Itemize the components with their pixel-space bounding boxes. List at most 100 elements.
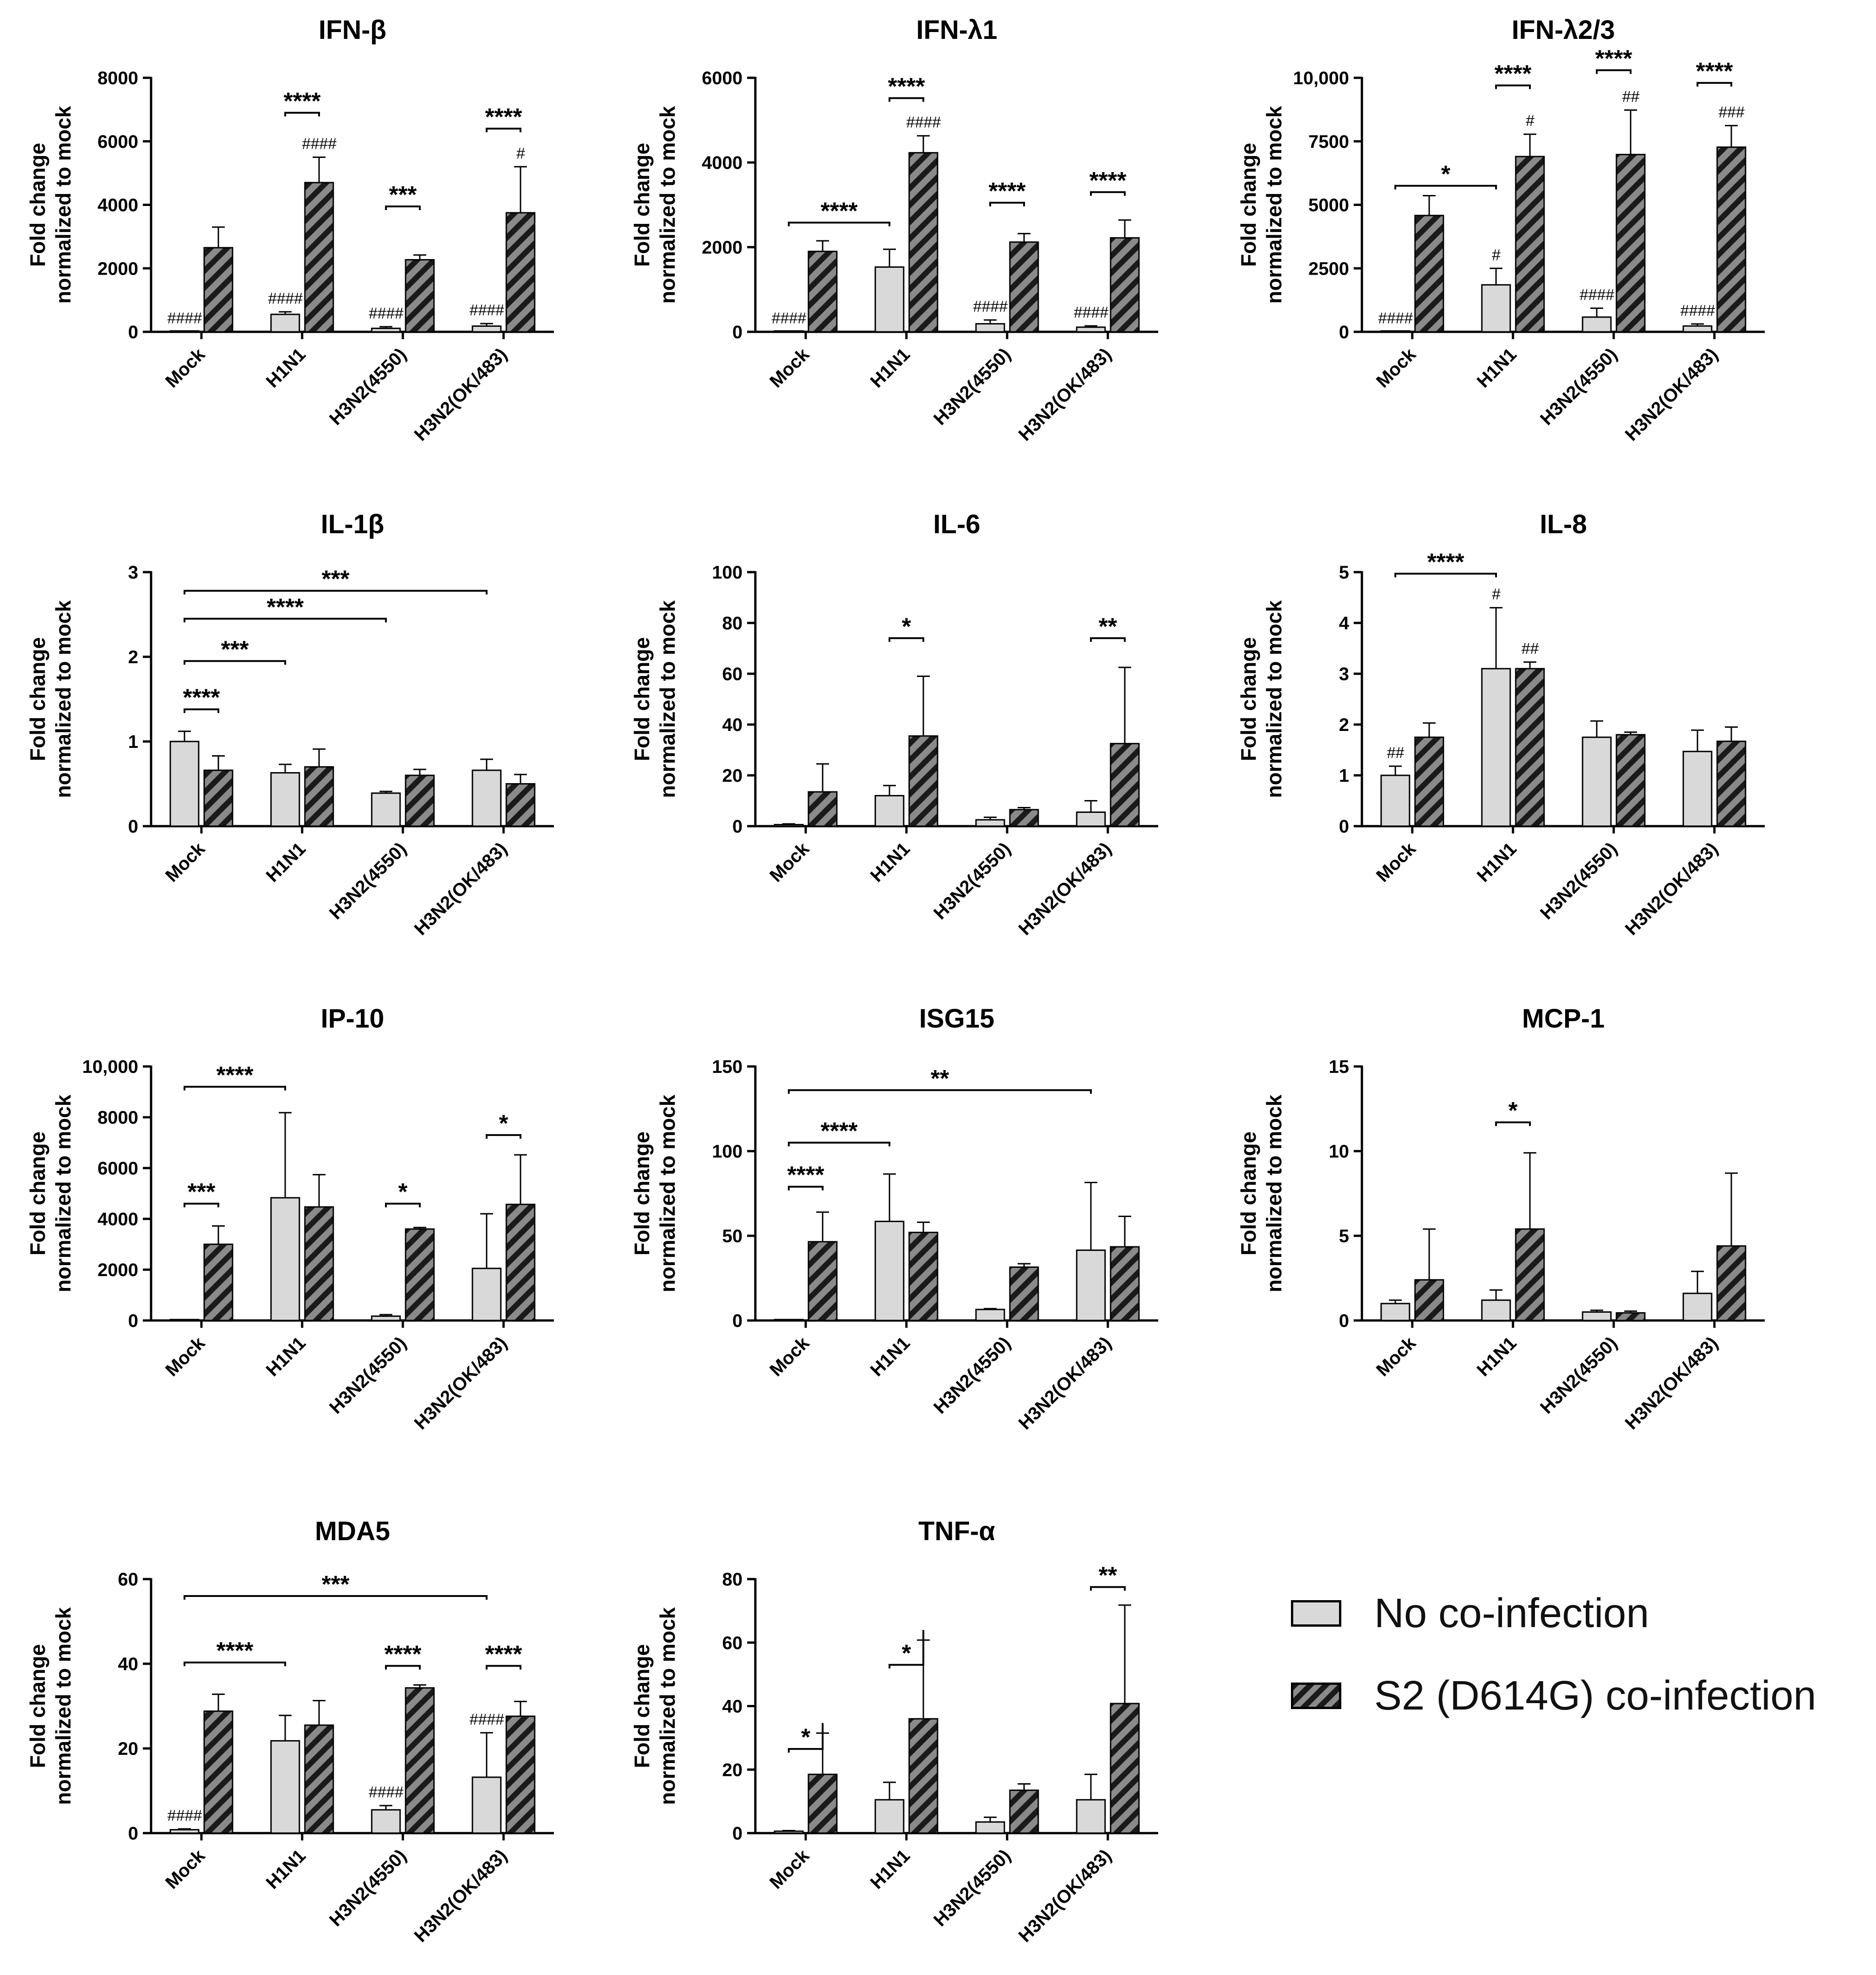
bar-s2-coinfection xyxy=(304,182,334,333)
bar-s2-coinfection xyxy=(405,1687,435,1834)
bar-s2-coinfection xyxy=(1110,1703,1140,1834)
y-axis-label: Fold change normalized to mock xyxy=(26,600,75,798)
y-tick-label: 4000 xyxy=(702,153,743,173)
y-axis-label-line: Fold change xyxy=(26,637,49,761)
bar-s2-coinfection xyxy=(908,1232,938,1321)
significance-bracket xyxy=(788,1142,890,1147)
bar-no-coinfection xyxy=(270,1740,300,1834)
x-tick-label: H3N2(OK/483) xyxy=(1015,1333,1116,1434)
bar-no-coinfection xyxy=(1076,811,1106,827)
y-axis-label: Fold change normalized to mock xyxy=(630,1094,679,1292)
hash-marker: ## xyxy=(1622,88,1640,105)
bar-s2-coinfection xyxy=(808,791,838,827)
y-tick-label: 80 xyxy=(722,1569,743,1590)
y-tick-label: 5 xyxy=(1339,1226,1349,1246)
legend: No co-infection S2 (D614G) co-infection xyxy=(1291,1575,1868,1739)
x-tick-label: H3N2(OK/483) xyxy=(411,839,511,939)
y-tick-label: 0 xyxy=(1339,817,1349,837)
significance-label: * xyxy=(902,1640,911,1667)
chart-panel: IFN-λ1 Fold change normalized to mock 0 2000… xyxy=(630,15,1158,445)
y-axis-label-line: Fold change xyxy=(26,143,49,267)
y-axis-label-line: Fold change xyxy=(630,637,654,761)
bar-s2-coinfection xyxy=(203,1244,233,1321)
chart-title: MDA5 xyxy=(315,1516,390,1546)
bar-no-coinfection xyxy=(1682,325,1713,333)
significance-label: **** xyxy=(217,1638,254,1664)
bar-no-coinfection xyxy=(1380,1303,1410,1321)
y-axis-label-line: normalized to mock xyxy=(1262,106,1286,303)
x-tick-label: Mock xyxy=(766,839,813,886)
y-tick-label: 6000 xyxy=(98,1158,138,1179)
bar-s2-coinfection xyxy=(304,1724,334,1834)
x-tick-label: H3N2(OK/483) xyxy=(411,344,511,445)
significance-bracket xyxy=(184,660,286,665)
legend-label: No co-infection xyxy=(1374,1590,1649,1636)
y-tick-label: 8000 xyxy=(98,1108,138,1128)
hash-marker: ## xyxy=(1387,744,1404,762)
significance-bracket xyxy=(486,1665,521,1670)
significance-label: * xyxy=(1441,161,1451,188)
significance-label: **** xyxy=(787,1162,825,1189)
y-tick-label: 2 xyxy=(1339,715,1349,735)
x-tick-label: H3N2(4550) xyxy=(930,839,1014,923)
y-axis-label-line: normalized to mock xyxy=(656,600,679,798)
significance-label: *** xyxy=(188,1179,216,1206)
y-axis-label-line: Fold change xyxy=(1236,637,1260,761)
y-tick-label: 1 xyxy=(1339,766,1349,786)
legend-swatch-hatched xyxy=(1291,1683,1341,1709)
bar-s2-coinfection xyxy=(1716,1245,1746,1321)
hash-marker: # xyxy=(1526,112,1535,130)
y-axis-label-line: Fold change xyxy=(630,1644,654,1768)
significance-label: *** xyxy=(389,182,417,208)
y-tick-label: 1 xyxy=(128,732,138,752)
x-tick-label: H3N2(OK/483) xyxy=(411,1333,511,1434)
chart-panel: IL-1β Fold change normalized to mock 0 1 2 3 Mo… xyxy=(26,509,554,939)
significance-bracket xyxy=(284,112,320,117)
x-tick-label: H3N2(OK/483) xyxy=(411,1845,511,1946)
y-tick-label: 0 xyxy=(732,322,743,342)
y-axis-label-line: normalized to mock xyxy=(51,600,75,798)
significance-bracket xyxy=(184,708,219,713)
x-tick-label: Mock xyxy=(162,1333,209,1380)
significance-bracket xyxy=(1697,82,1732,87)
bar-no-coinfection xyxy=(371,792,401,827)
x-tick-label: H1N1 xyxy=(867,839,914,886)
bar-s2-coinfection xyxy=(1110,237,1140,333)
hash-marker: #### xyxy=(1579,286,1615,303)
hash-marker: #### xyxy=(167,310,202,327)
bar-no-coinfection xyxy=(270,1197,300,1321)
y-tick-label: 0 xyxy=(128,322,138,342)
chart-panel: TNF-α Fold change normalized to mock 0 20 40 6… xyxy=(630,1516,1158,1946)
y-tick-label: 0 xyxy=(732,817,743,837)
significance-label: **** xyxy=(1595,45,1633,72)
bar-s2-coinfection xyxy=(1110,1246,1140,1321)
x-tick-label: Mock xyxy=(1372,839,1420,886)
bar-no-coinfection xyxy=(169,741,200,827)
y-axis-label: Fold change normalized to mock xyxy=(26,1607,75,1805)
bar-s2-coinfection xyxy=(1414,215,1444,333)
hash-marker: #### xyxy=(973,298,1008,315)
x-tick-label: Mock xyxy=(766,344,813,392)
bar-s2-coinfection xyxy=(304,1206,334,1321)
y-axis-label-line: normalized to mock xyxy=(656,1607,679,1805)
y-tick-label: 0 xyxy=(732,1311,743,1331)
bar-s2-coinfection xyxy=(1414,1279,1444,1321)
y-tick-label: 2000 xyxy=(702,238,743,258)
x-tick-label: H3N2(OK/483) xyxy=(1015,1845,1116,1946)
significance-bracket xyxy=(184,1595,488,1600)
significance-label: **** xyxy=(183,685,221,711)
y-tick-label: 40 xyxy=(722,715,743,735)
significance-label: ** xyxy=(1099,1562,1117,1589)
bar-s2-coinfection xyxy=(908,735,938,827)
chart-title: IFN-λ2/3 xyxy=(1512,15,1615,45)
bar-s2-coinfection xyxy=(505,1203,536,1321)
significance-label: * xyxy=(398,1179,408,1206)
significance-label: * xyxy=(499,1110,509,1137)
x-tick-label: H1N1 xyxy=(262,1845,309,1893)
y-tick-label: 0 xyxy=(1339,322,1349,342)
x-tick-label: H3N2(4550) xyxy=(325,1845,410,1930)
significance-bracket xyxy=(889,1630,924,1669)
y-axis-label: Fold change normalized to mock xyxy=(630,106,679,303)
significance-label: **** xyxy=(385,1641,422,1668)
significance-bracket xyxy=(486,128,521,132)
